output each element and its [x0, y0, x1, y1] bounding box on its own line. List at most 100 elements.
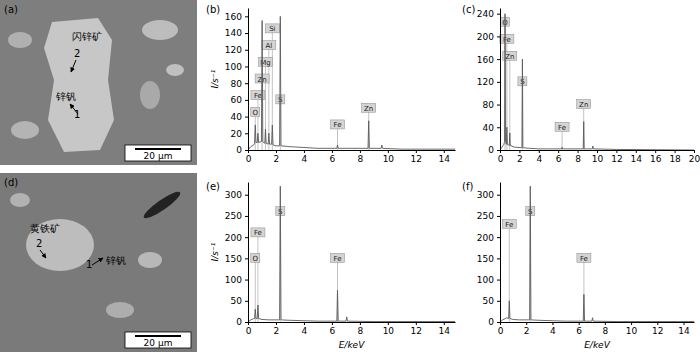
- panel-label: (d): [4, 177, 18, 188]
- x-tick: 2: [274, 322, 280, 336]
- y-tick-label: 20: [231, 129, 243, 139]
- element-label: Fe: [505, 221, 513, 229]
- x-tick-mark: [558, 150, 559, 153]
- scale-bar: [135, 335, 181, 337]
- x-tick: 10: [383, 322, 395, 336]
- element-box: [577, 100, 591, 109]
- y-tick-mark: [245, 133, 248, 134]
- x-tick-mark: [360, 150, 361, 153]
- y-tick-label: 50: [231, 296, 243, 306]
- y-tick: 0: [236, 317, 248, 327]
- y-tick-label: 120: [225, 45, 242, 55]
- x-tick-label: 10: [592, 154, 604, 164]
- x-tick-mark: [675, 150, 676, 153]
- x-axis: 02468101214: [246, 322, 456, 336]
- y-tick-label: 160: [477, 55, 494, 65]
- y-tick: 300: [477, 190, 500, 200]
- y-tick-mark: [497, 258, 500, 259]
- y-axis: 050100150200250300: [225, 183, 249, 328]
- x-tick: 12: [411, 150, 422, 164]
- y-tick-label: 0: [488, 145, 494, 155]
- element-label: Fe: [334, 121, 342, 129]
- x-axis-title: E/keV: [339, 340, 365, 350]
- y-tick-label: 0: [236, 317, 242, 327]
- x-tick: 14: [439, 150, 451, 164]
- x-tick-mark: [444, 150, 445, 153]
- x-tick-mark: [684, 322, 685, 325]
- y-axis-line: [248, 9, 249, 151]
- x-tick: 0: [498, 322, 504, 336]
- x-tick-label: 12: [611, 154, 622, 164]
- annotations: OFeSFe: [251, 207, 345, 322]
- x-tick-label: 14: [678, 326, 690, 336]
- x-tick: 4: [302, 322, 308, 336]
- x-tick-label: 2: [274, 154, 280, 164]
- grain: [138, 252, 162, 268]
- y-tick-mark: [245, 100, 248, 101]
- x-tick-mark: [552, 322, 553, 325]
- y-tick-mark: [497, 195, 500, 196]
- y-tick-mark: [245, 237, 248, 238]
- x-tick-mark: [276, 150, 277, 153]
- x-tick-label: 6: [556, 154, 562, 164]
- x-tick-mark: [579, 322, 580, 325]
- y-tick: 20: [231, 129, 248, 139]
- y-tick: 200: [225, 233, 248, 243]
- plot-area: [248, 16, 455, 150]
- y-tick-label: 200: [477, 233, 494, 243]
- y-tick-mark: [497, 36, 500, 37]
- y-tick-label: 240: [477, 9, 494, 19]
- grain: [106, 302, 134, 318]
- x-tick-mark: [605, 322, 606, 325]
- x-tick-label: 12: [411, 326, 422, 336]
- element-box: [502, 219, 516, 228]
- element-box: [331, 120, 345, 129]
- x-tick: 6: [576, 322, 582, 336]
- x-tick-label: 10: [383, 154, 395, 164]
- x-tick: 8: [358, 150, 364, 164]
- element-box: [500, 34, 514, 43]
- x-tick-mark: [578, 150, 579, 153]
- x-tick: 12: [611, 150, 622, 164]
- y-tick-mark: [497, 150, 500, 151]
- y-tick: 250: [477, 211, 500, 221]
- x-tick-label: 4: [536, 154, 542, 164]
- x-tick: 10: [592, 150, 604, 164]
- y-tick-mark: [497, 301, 500, 302]
- y-tick: 120: [225, 45, 248, 55]
- micrograph: (d)黄铁矿21锌钒20 μm: [0, 173, 197, 352]
- element-label: Fe: [580, 255, 588, 263]
- spectrum-chart: FeSFe02468101214050100150200250300(f)E/k…: [462, 181, 695, 350]
- y-tick-mark: [497, 14, 500, 15]
- x-tick: 10: [383, 150, 395, 164]
- y-tick-mark: [245, 280, 248, 281]
- mineral-label: 2: [36, 238, 42, 249]
- element-box: [251, 253, 260, 262]
- y-tick-mark: [245, 322, 248, 323]
- y-tick: 40: [483, 123, 500, 133]
- y-tick-label: 40: [231, 112, 243, 122]
- y-tick-label: 60: [231, 95, 243, 105]
- y-tick: 40: [231, 112, 248, 122]
- x-tick: 8: [575, 150, 581, 164]
- y-tick-label: 300: [225, 190, 242, 200]
- y-tick: 80: [231, 79, 248, 89]
- x-tick-mark: [360, 322, 361, 325]
- mineral-label: 黄铁矿: [30, 223, 60, 234]
- element-box: [577, 253, 591, 262]
- element-box: [555, 122, 569, 131]
- x-tick: 14: [439, 322, 451, 336]
- grain: [141, 188, 183, 221]
- y-axis-line: [500, 183, 501, 323]
- x-tick: 0: [498, 150, 504, 164]
- y-tick: 0: [488, 317, 500, 327]
- y-tick-mark: [497, 216, 500, 217]
- element-label: O: [253, 255, 259, 263]
- x-tick-mark: [388, 322, 389, 325]
- y-tick: 200: [477, 32, 500, 42]
- y-tick-mark: [497, 280, 500, 281]
- x-tick-label: 8: [358, 154, 364, 164]
- element-box: [251, 228, 265, 237]
- spectrum-line: [500, 186, 694, 322]
- x-tick-mark: [539, 150, 540, 153]
